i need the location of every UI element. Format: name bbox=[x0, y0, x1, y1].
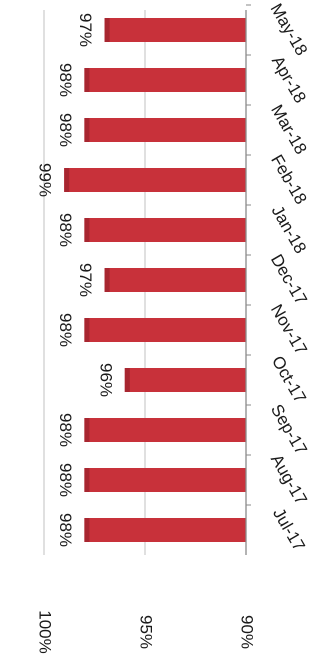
category-label: Mar-18 bbox=[267, 101, 310, 157]
data-labels: 98%98%98%96%98%97%98%99%98%98%97% bbox=[36, 13, 116, 547]
data-label: 99% bbox=[36, 163, 55, 197]
bar bbox=[64, 168, 246, 192]
data-label: 98% bbox=[56, 213, 75, 247]
category-label: Jul-17 bbox=[269, 505, 309, 555]
value-tick-label: 90% bbox=[238, 615, 257, 649]
data-label: 97% bbox=[76, 13, 95, 47]
category-labels: Jul-17Aug-17Sep-17Oct-17Nov-17Dec-17Jan-… bbox=[266, 0, 311, 554]
category-label: Apr-18 bbox=[268, 53, 310, 107]
bar-end-shade bbox=[64, 168, 70, 192]
category-label: May-18 bbox=[266, 0, 311, 59]
bar-end-shade bbox=[124, 368, 130, 392]
category-label: Aug-17 bbox=[267, 451, 311, 508]
category-label: Jan-18 bbox=[268, 202, 310, 257]
bar-end-shade bbox=[84, 218, 90, 242]
data-label: 98% bbox=[56, 413, 75, 447]
bar-end-shade bbox=[84, 518, 90, 542]
bar-end-shade bbox=[84, 468, 90, 492]
bar-end-shade bbox=[84, 418, 90, 442]
data-label: 98% bbox=[56, 313, 75, 347]
bar-end-shade bbox=[84, 68, 90, 92]
value-axis-ticks: 90% 95% 100% bbox=[36, 610, 257, 653]
value-tick-label: 95% bbox=[137, 615, 156, 649]
bar-end-shade bbox=[84, 318, 90, 342]
category-label: Nov-17 bbox=[267, 301, 311, 358]
bar bbox=[104, 268, 246, 292]
data-label: 98% bbox=[56, 513, 75, 547]
data-label: 98% bbox=[56, 463, 75, 497]
bar-end-shade bbox=[104, 18, 110, 42]
bars bbox=[64, 18, 247, 542]
bar bbox=[124, 368, 246, 392]
category-axis bbox=[245, 4, 251, 555]
data-label: 98% bbox=[56, 63, 75, 97]
bar bbox=[84, 218, 247, 242]
category-label: Dec-17 bbox=[267, 251, 311, 308]
value-tick-label: 100% bbox=[36, 610, 55, 653]
bar bbox=[84, 418, 247, 442]
bar bbox=[84, 318, 247, 342]
bar bbox=[84, 518, 247, 542]
bar-end-shade bbox=[84, 118, 90, 142]
data-label: 97% bbox=[76, 263, 95, 297]
category-label: Oct-17 bbox=[268, 353, 310, 407]
category-label: Sep-17 bbox=[267, 401, 311, 458]
bar bbox=[84, 468, 247, 492]
bar-end-shade bbox=[104, 268, 110, 292]
data-label: 98% bbox=[56, 113, 75, 147]
bar bbox=[84, 118, 247, 142]
category-label: Feb-18 bbox=[267, 151, 310, 207]
bar bbox=[104, 18, 246, 42]
bar bbox=[84, 68, 247, 92]
data-label: 96% bbox=[96, 363, 115, 397]
